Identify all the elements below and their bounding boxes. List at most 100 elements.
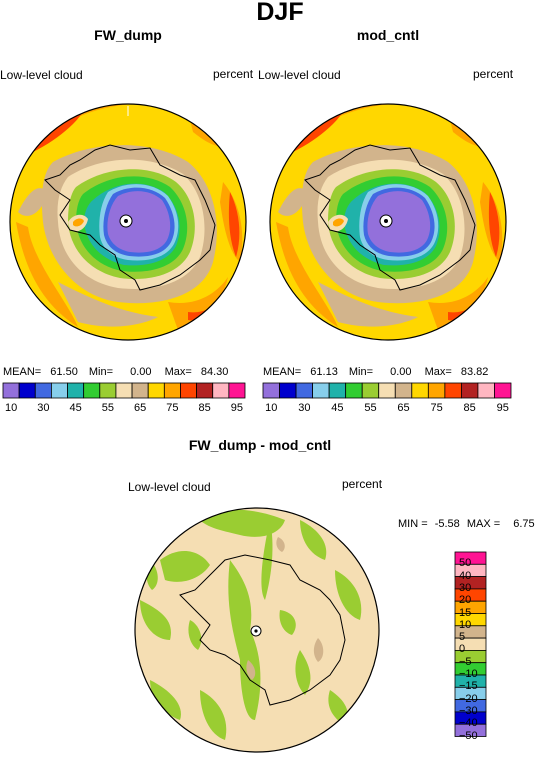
colorbar-swatch	[131, 382, 149, 399]
colorbar-tick-label: 15	[459, 606, 472, 619]
right-mean-value: 61.13	[310, 366, 338, 378]
colorbar-swatch	[444, 382, 462, 399]
colorbar-swatch	[312, 382, 330, 399]
right-min-label: Min=	[348, 366, 374, 378]
colorbar-tick-label: −5	[459, 655, 472, 668]
colorbar-swatch	[494, 382, 512, 399]
colorbar-swatch	[262, 382, 280, 399]
right-min-value: 0.00	[390, 366, 412, 378]
colorbar-swatch	[394, 382, 413, 399]
colorbar-tick-label: 75	[430, 402, 443, 414]
colorbar-tick-label: 40	[459, 569, 472, 582]
colorbar-tick-label: 5	[459, 631, 466, 644]
colorbar-tick-label: 65	[134, 402, 147, 414]
left-mean-label: MEAN=	[3, 366, 42, 378]
difference-stats: MIN = -5.58 MAX = 6.75	[398, 518, 535, 530]
difference-min-value: -5.58	[434, 518, 460, 530]
colorbar-swatch	[361, 382, 380, 399]
difference-panel-title: FW_dump - mod_cntl	[188, 437, 332, 453]
left-region-outline	[44, 144, 216, 291]
colorbar-swatch	[99, 382, 117, 399]
colorbar-tick-label: −15	[459, 680, 478, 693]
difference-variable-label: Low-level cloud	[128, 480, 211, 494]
difference-map-boundary	[134, 507, 380, 753]
colorbar-tick-label: −30	[459, 704, 478, 717]
right-region-outline	[304, 144, 476, 291]
colorbar-tick-label: 20	[459, 594, 472, 607]
colorbar-tick-label: 10	[459, 618, 472, 631]
right-map-boundary	[269, 103, 507, 341]
right-pole-dot	[384, 219, 388, 223]
colorbar-swatch	[196, 382, 214, 399]
colorbar-tick-label: 55	[101, 402, 114, 414]
difference-max-value: 6.75	[513, 518, 535, 530]
colorbar-swatch	[2, 382, 20, 399]
difference-max-label: MAX =	[466, 518, 501, 530]
right-mean-label: MEAN=	[263, 366, 302, 378]
colorbar-swatch	[147, 382, 165, 399]
colorbar-tick-label: 10	[4, 402, 18, 414]
colorbar-tick-label: 30	[37, 402, 50, 414]
right-max-label: Max=	[424, 366, 452, 378]
colorbar-swatch	[328, 382, 347, 399]
colorbar-swatch	[34, 382, 52, 399]
colorbar-swatch	[427, 382, 446, 399]
colorbar-right	[262, 382, 512, 399]
colorbar-swatch	[115, 382, 133, 399]
colorbar-swatch	[454, 723, 487, 737]
colorbar-swatch	[345, 382, 363, 399]
left-max-value: 84.30	[200, 366, 229, 378]
colorbar-swatch	[295, 382, 314, 399]
colorbar-swatch	[378, 382, 396, 399]
colorbar-tick-label: 50	[459, 557, 472, 570]
colorbar-swatch	[228, 382, 246, 399]
colorbar-swatch	[18, 382, 36, 399]
colorbar-swatch	[460, 382, 479, 399]
colorbar-tick-label: −10	[459, 668, 478, 680]
colorbar-tick-label: 75	[166, 402, 179, 414]
colorbar-left	[2, 382, 246, 399]
right-stats: MEAN= 61.13 Min= 0.00 Max= 83.82	[263, 366, 488, 378]
colorbar-swatch	[477, 382, 495, 399]
right-panel-variable-label: Low-level cloud	[258, 68, 341, 82]
panel-title-right: mod_cntl	[356, 27, 420, 43]
colorbar-swatch	[67, 382, 85, 399]
colorbar-tick-label: 85	[198, 402, 211, 414]
colorbar-swatch	[411, 382, 429, 399]
colorbar-tick-label: 55	[364, 402, 377, 414]
colorbar-tick-label: 10	[265, 402, 278, 414]
colorbar-swatch	[180, 382, 197, 399]
difference-region-outline	[179, 554, 346, 706]
left-pole-dot	[124, 219, 128, 223]
left-panel-variable-label: Low-level cloud	[0, 68, 83, 82]
colorbar-swatch	[83, 382, 101, 399]
difference-units-label: percent	[342, 477, 383, 491]
colorbar-tick-label: 45	[331, 402, 344, 414]
colorbar-tick-label: 30	[459, 581, 472, 594]
right-max-value: 83.82	[460, 366, 489, 378]
difference-min-label: MIN =	[398, 518, 428, 530]
panel-title-left: FW_dump	[94, 27, 162, 43]
colorbar-tick-label: 85	[463, 402, 476, 414]
colorbar-tick-label: −40	[459, 717, 478, 730]
left-min-value: 0.00	[130, 366, 152, 378]
colorbar-tick-label: 95	[230, 402, 244, 414]
left-panel-units-label: percent	[213, 67, 254, 81]
left-polar-map	[10, 104, 246, 340]
colorbar-swatch	[212, 382, 230, 399]
colorbar-swatch	[279, 382, 297, 399]
colorbar-swatch	[163, 382, 181, 399]
colorbar-tick-label: 65	[397, 402, 410, 414]
colorbar-tick-label: 0	[459, 643, 466, 656]
figure-title: DJF	[256, 0, 304, 26]
colorbar-tick-label: 95	[496, 402, 509, 414]
difference-pole-dot	[254, 629, 258, 633]
left-stats: MEAN= 61.50 Min= 0.00 Max= 84.30	[3, 366, 228, 378]
left-min-label: Min=	[88, 366, 114, 378]
colorbar-tick-label: 30	[298, 402, 311, 414]
colorbar-tick-label: 45	[69, 402, 82, 414]
left-map-boundary	[9, 103, 247, 341]
colorbar-difference	[454, 551, 487, 737]
colorbar-tick-label: −20	[459, 692, 478, 705]
right-panel-units-label: percent	[473, 67, 514, 81]
